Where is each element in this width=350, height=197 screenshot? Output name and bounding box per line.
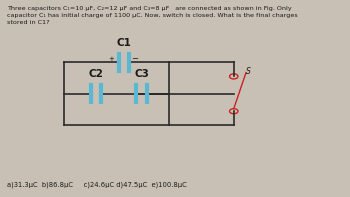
Text: C1: C1 <box>116 38 131 48</box>
Text: +: + <box>108 56 114 62</box>
Text: a)31.3μC  b)86.8μC     c)24.6μC d)47.5μC  e)100.8μC: a)31.3μC b)86.8μC c)24.6μC d)47.5μC e)10… <box>7 181 187 188</box>
Text: Three capacitors C₁=10 μF, C₂=12 μF and C₃=8 μF   are connected as shown in Fig.: Three capacitors C₁=10 μF, C₂=12 μF and … <box>7 6 298 25</box>
Text: S: S <box>246 67 251 76</box>
Text: C2: C2 <box>89 69 104 79</box>
Text: C3: C3 <box>134 69 149 79</box>
Text: −: − <box>131 54 138 63</box>
